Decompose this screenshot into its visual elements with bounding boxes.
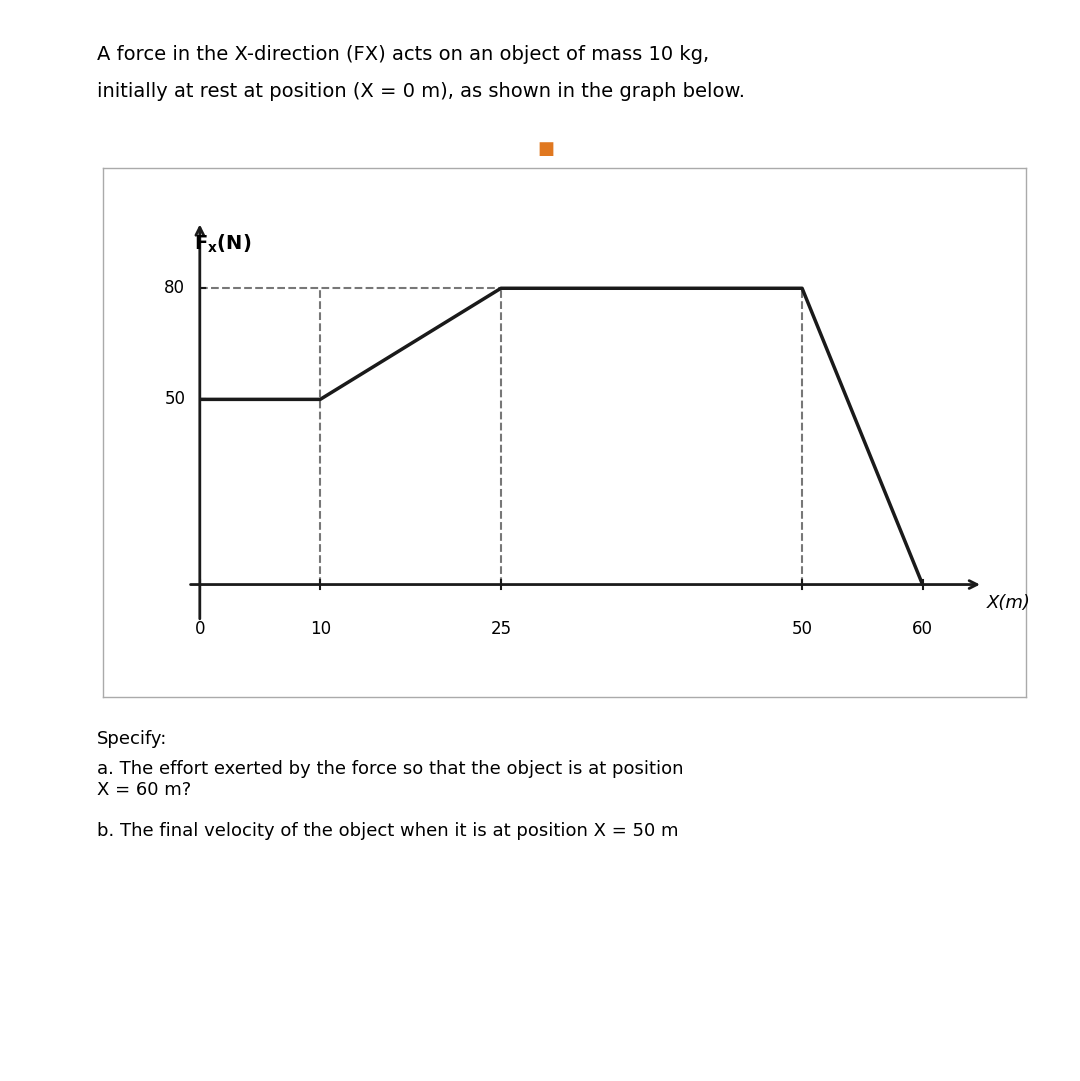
Text: ■: ■ [537,141,554,158]
Text: 10: 10 [310,619,330,638]
Text: 25: 25 [490,619,512,638]
Text: initially at rest at position (X = 0 m), as shown in the graph below.: initially at rest at position (X = 0 m),… [97,82,745,102]
Text: Specify:: Specify: [97,730,167,748]
Text: 0: 0 [194,619,205,638]
Text: b. The final velocity of the object when it is at position X = 50 m: b. The final velocity of the object when… [97,822,678,840]
Text: 50: 50 [792,619,812,638]
Text: 50: 50 [164,390,186,409]
Text: X(m): X(m) [986,593,1030,612]
Text: A force in the X-direction (FX) acts on an object of mass 10 kg,: A force in the X-direction (FX) acts on … [97,45,710,65]
Text: 60: 60 [913,619,933,638]
Text: 80: 80 [164,279,186,297]
Text: a. The effort exerted by the force so that the object is at position
X = 60 m?: a. The effort exerted by the force so th… [97,760,684,799]
Text: $\mathbf{F_x(N)}$: $\mathbf{F_x(N)}$ [193,232,252,255]
